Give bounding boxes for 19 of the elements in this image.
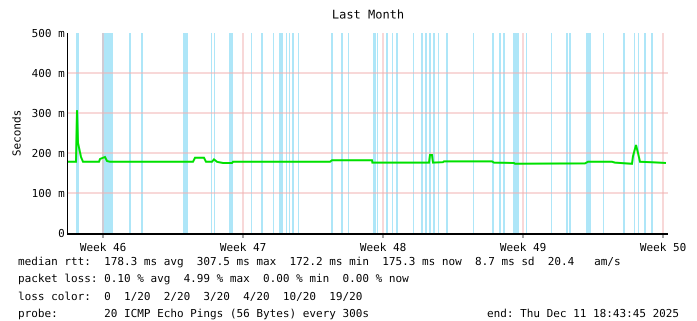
x-tick-label: Week 49 <box>500 241 546 254</box>
chart-title: Last Month <box>332 7 404 22</box>
y-tick-label: 400 m <box>32 66 66 80</box>
y-tick-label: 500 m <box>32 26 66 40</box>
x-tick-label: Week 46 <box>80 241 126 254</box>
x-tick-label: Week 48 <box>360 241 406 254</box>
text: median rtt: 178.3 ms avg 307.5 ms max 172.2 ms min 175.3 ms now 8.7 ms sd 20.4 am/s <box>18 255 621 268</box>
text: probe: 20 ICMP Echo Pings (56 Bytes) every 300s <box>18 307 369 320</box>
y-tick-label: 300 m <box>32 106 66 120</box>
x-tick-label: Week 47 <box>220 241 266 254</box>
x-tick-label: Week 50 <box>640 241 686 254</box>
text: loss color: 0 1/20 2/20 3/20 4/20 10/20 19/20 <box>18 290 362 303</box>
y-tick-label: 100 m <box>32 186 66 200</box>
line-series <box>68 109 667 165</box>
y-axis-title: Seconds <box>10 110 24 156</box>
y-tick-label: 200 m <box>32 146 66 160</box>
y-tick-label: 0 <box>58 226 65 240</box>
text: end: Thu Dec 11 18:43:45 2025 <box>487 307 680 320</box>
text: packet loss: 0.10 % avg 4.99 % max 0.00 % min 0.00 % now <box>18 272 410 285</box>
